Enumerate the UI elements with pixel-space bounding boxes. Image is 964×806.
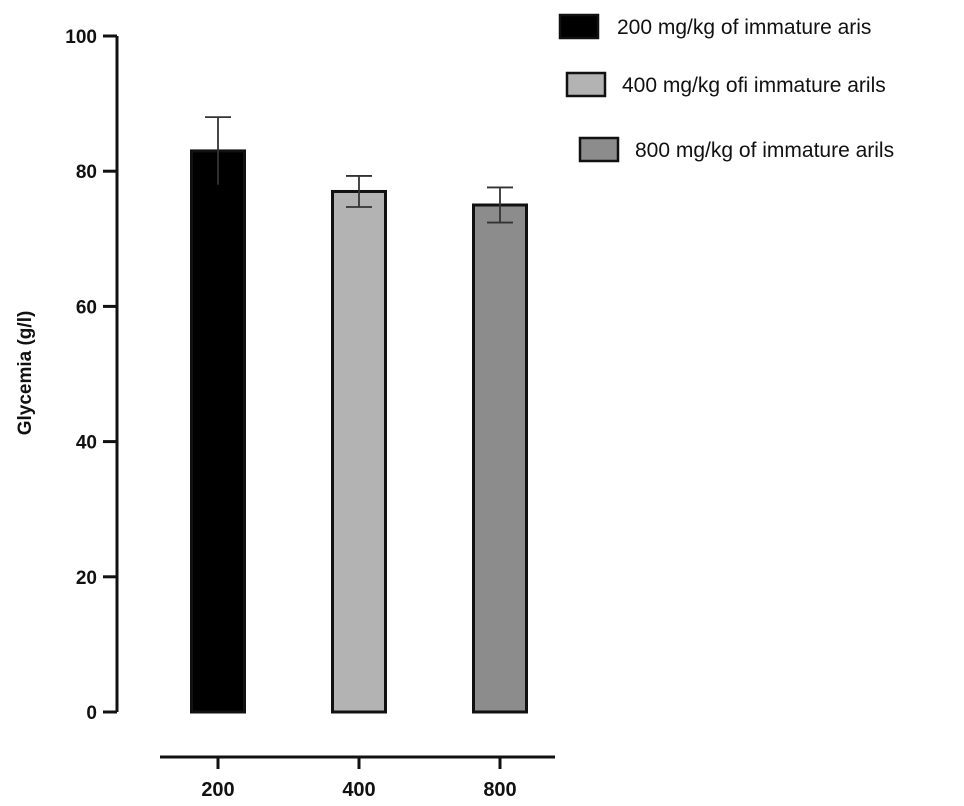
y-tick-label: 80 — [76, 162, 97, 183]
x-axis: 200 400 800 — [160, 755, 555, 801]
bars — [190, 116, 528, 714]
legend: 200 mg/kg of immature aris 400 mg/kg ofi … — [558, 13, 894, 163]
y-tick-label: 20 — [76, 568, 97, 589]
y-axis: 0 20 40 60 80 100 — [65, 27, 119, 724]
y-tick-label: 40 — [76, 433, 97, 454]
legend-swatch-400 — [565, 71, 607, 98]
y-tick-label: 100 — [65, 27, 97, 48]
bar-200 — [190, 149, 246, 714]
x-tick-label-200: 200 — [201, 779, 234, 801]
bar-400 — [331, 189, 387, 714]
legend-swatch-800 — [578, 136, 620, 163]
x-tick-label-800: 800 — [483, 779, 516, 801]
legend-label-200: 200 mg/kg of immature aris — [617, 16, 871, 39]
legend-swatch-200 — [558, 13, 600, 40]
x-tick-label-400: 400 — [342, 779, 375, 801]
legend-label-800: 800 mg/kg of immature arils — [635, 139, 894, 162]
y-axis-label: Glycemia (g/l) — [15, 311, 36, 436]
bar-800 — [472, 203, 528, 714]
y-tick-label: 60 — [76, 297, 97, 318]
legend-label-400: 400 mg/kg ofi immature arils — [622, 74, 886, 97]
y-tick-label: 0 — [86, 703, 97, 724]
